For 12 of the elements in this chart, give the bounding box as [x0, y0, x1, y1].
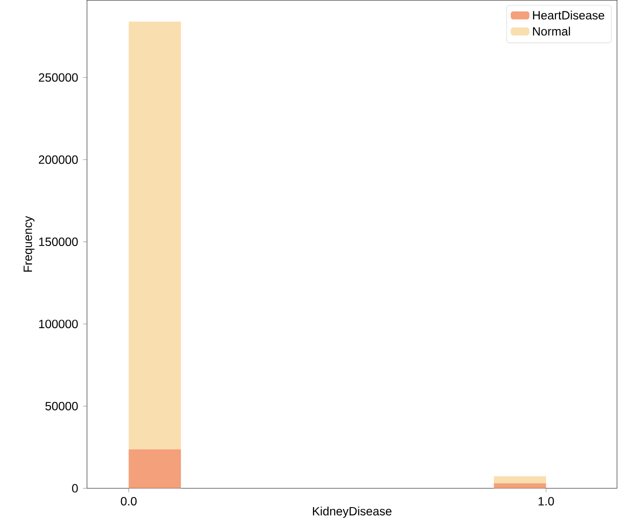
- x-tick-label: 0.0: [120, 496, 137, 506]
- y-tick-label: 250000: [38, 73, 78, 82]
- x-tick-label: 1.0: [538, 496, 554, 506]
- legend-label: Normal: [533, 26, 570, 36]
- y-tick-label: 100000: [39, 320, 78, 328]
- y-tick-label: 50000: [45, 402, 78, 410]
- legend-label: HeartDisease: [533, 10, 604, 20]
- x-axis-title: KidneyDisease: [312, 506, 392, 518]
- y-tick-label: 0: [72, 484, 78, 492]
- y-axis-title: Frequency: [24, 216, 34, 272]
- y-tick-label: 150000: [39, 237, 78, 246]
- y-tick-label: 200000: [38, 155, 78, 164]
